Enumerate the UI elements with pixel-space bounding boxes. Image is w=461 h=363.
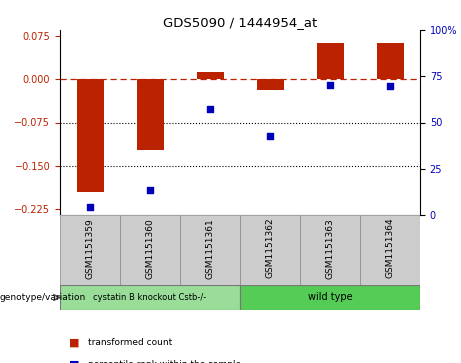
Text: cystatin B knockout Cstb-/-: cystatin B knockout Cstb-/- [94, 293, 207, 302]
Text: GSM1151362: GSM1151362 [266, 218, 274, 278]
Bar [60, 285, 240, 310]
Bar [77, 79, 104, 192]
Text: GSM1151364: GSM1151364 [385, 218, 395, 278]
Point [86, 205, 94, 211]
Text: transformed count: transformed count [88, 338, 172, 347]
Point [266, 133, 274, 139]
Text: wild type: wild type [307, 293, 352, 302]
Bar [60, 215, 120, 285]
Text: percentile rank within the sample: percentile rank within the sample [88, 360, 241, 363]
Bar [120, 215, 180, 285]
Point [386, 83, 394, 89]
Text: ■: ■ [69, 338, 80, 348]
Text: GSM1151359: GSM1151359 [85, 218, 95, 278]
Text: genotype/variation: genotype/variation [0, 293, 86, 302]
Bar [180, 215, 240, 285]
Text: ■: ■ [69, 359, 80, 363]
Bar [240, 285, 420, 310]
Bar [377, 43, 403, 79]
Bar [240, 215, 300, 285]
Bar [256, 79, 284, 90]
Text: GSM1151361: GSM1151361 [206, 218, 214, 278]
Bar [360, 215, 420, 285]
Bar [317, 43, 343, 79]
Point [326, 82, 334, 88]
Title: GDS5090 / 1444954_at: GDS5090 / 1444954_at [163, 16, 317, 29]
Bar [196, 72, 224, 79]
Point [207, 106, 214, 112]
Text: GSM1151360: GSM1151360 [146, 218, 154, 278]
Bar [136, 79, 164, 150]
Bar [300, 215, 360, 285]
Text: GSM1151363: GSM1151363 [325, 218, 335, 278]
Point [146, 187, 154, 193]
